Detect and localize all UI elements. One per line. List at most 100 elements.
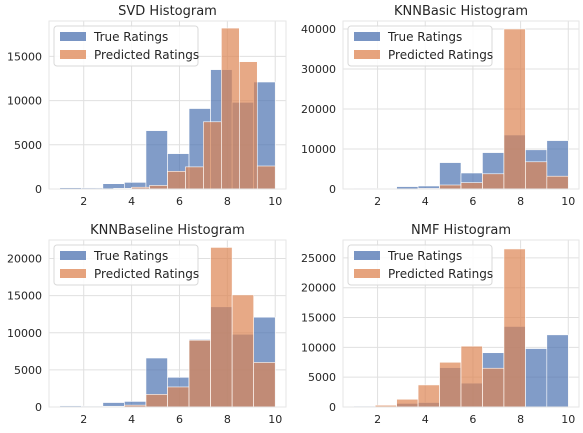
y-tick-label: 20000 [301, 103, 336, 116]
chart-title: KNNBasic Histogram [394, 4, 528, 19]
plot-frame [342, 239, 580, 408]
predicted-ratings-bar [239, 61, 258, 190]
plot-frame [48, 239, 287, 408]
true-ratings-bar [525, 348, 548, 408]
x-tick-label: 6 [469, 195, 476, 208]
legend-box [347, 25, 493, 67]
predicted-ratings-bar [396, 398, 419, 408]
x-tick-label: 10 [268, 413, 282, 426]
legend-swatch [354, 32, 380, 41]
true-ratings-bar [546, 334, 569, 408]
x-tick-label: 8 [517, 195, 524, 208]
predicted-ratings-bar [482, 367, 505, 408]
y-tick-label: 40000 [301, 23, 336, 36]
x-tick-label: 4 [128, 195, 135, 208]
predicted-ratings-bar [439, 361, 462, 408]
legend-label: Predicted Ratings [94, 48, 199, 62]
legend-swatch [60, 251, 86, 260]
predicted-ratings-bar [482, 173, 505, 190]
predicted-ratings-bar [256, 165, 276, 190]
legend-label: True Ratings [387, 30, 462, 44]
x-tick-label: 6 [176, 195, 183, 208]
histogram-panel-3: KNNBaseline Histogram 0 5000 10000 15000 2000… [7, 223, 287, 426]
predicted-ratings-bar [460, 345, 483, 408]
predicted-ratings-bar [503, 248, 526, 408]
y-tick-label: 0 [35, 401, 42, 414]
predicted-ratings-bar [503, 28, 526, 190]
y-tick-label: 0 [35, 183, 42, 196]
y-tick-label: 10000 [7, 95, 42, 108]
y-tick-label: 5000 [308, 371, 336, 384]
legend-label: Predicted Ratings [94, 267, 199, 281]
legend-swatch [60, 50, 86, 59]
chart-title: SVD Histogram [118, 4, 217, 19]
y-tick-label: 20000 [301, 282, 336, 295]
x-tick-label: 2 [374, 413, 381, 426]
predicted-ratings-bar [417, 384, 440, 408]
legend-swatch [60, 269, 86, 278]
histogram-panel-2: KNNBasic Histogram 0 10000 20000 30000 40000 2… [301, 4, 580, 208]
legend-label: True Ratings [387, 249, 462, 263]
y-tick-label: 5000 [14, 139, 42, 152]
chart-title: NMF Histogram [411, 223, 511, 238]
legend-label: Predicted Ratings [388, 48, 493, 62]
predicted-ratings-bar [149, 185, 168, 190]
legend-box [53, 244, 199, 286]
x-tick-label: 10 [268, 195, 282, 208]
x-tick-label: 6 [176, 413, 183, 426]
predicted-ratings-bar [460, 182, 483, 190]
predicted-ratings-bar [203, 121, 222, 190]
predicted-ratings-bar [439, 184, 462, 190]
legend-label: True Ratings [93, 249, 168, 263]
x-tick-label: 8 [224, 413, 231, 426]
x-tick-label: 2 [80, 413, 87, 426]
y-tick-label: 0 [329, 183, 336, 196]
y-tick-label: 5000 [14, 364, 42, 377]
predicted-ratings-bar [546, 175, 569, 190]
y-tick-label: 25000 [301, 252, 336, 265]
y-tick-label: 15000 [7, 290, 42, 303]
x-tick-label: 8 [224, 195, 231, 208]
predicted-ratings-bar [231, 294, 254, 408]
plot-frame [342, 20, 580, 190]
predicted-ratings-bar [145, 394, 168, 408]
x-tick-label: 2 [374, 195, 381, 208]
legend-label: Predicted Ratings [388, 267, 493, 281]
true-ratings-bar [145, 130, 168, 190]
y-tick-label: 0 [329, 401, 336, 414]
y-tick-label: 10000 [7, 327, 42, 340]
histogram-panel-4: NMF Histogram 0 5000 10000 15000 20000 25000 2 4… [301, 223, 580, 426]
y-tick-label: 20000 [7, 253, 42, 266]
legend-label: True Ratings [93, 30, 168, 44]
legend-box [53, 25, 199, 67]
x-tick-label: 2 [80, 195, 87, 208]
predicted-ratings-bar [253, 362, 276, 408]
x-tick-label: 4 [128, 413, 135, 426]
x-tick-label: 10 [561, 413, 575, 426]
x-tick-label: 8 [517, 413, 524, 426]
legend-swatch [60, 32, 86, 41]
predicted-ratings-bar [221, 27, 240, 190]
predicted-ratings-bar [210, 247, 233, 408]
y-tick-label: 10000 [301, 143, 336, 156]
predicted-ratings-bar [188, 339, 211, 408]
predicted-ratings-bar [185, 166, 204, 190]
x-tick-label: 6 [469, 413, 476, 426]
legend-swatch [354, 251, 380, 260]
y-tick-label: 15000 [7, 50, 42, 63]
y-tick-label: 30000 [301, 63, 336, 76]
chart-title: KNNBaseline Histogram [90, 223, 245, 238]
histogram-panel-1: SVD Histogram 0 5000 10000 15000 2 4 6 8 10 True R… [7, 4, 287, 208]
legend-swatch [354, 269, 380, 278]
predicted-ratings-bar [525, 161, 548, 190]
x-tick-label: 4 [422, 413, 429, 426]
y-tick-label: 15000 [301, 312, 336, 325]
x-tick-label: 4 [422, 195, 429, 208]
y-tick-label: 10000 [301, 341, 336, 354]
legend-swatch [354, 50, 380, 59]
predicted-ratings-bar [167, 386, 190, 408]
x-tick-label: 10 [561, 195, 575, 208]
plot-frame [48, 20, 287, 190]
legend-box [347, 244, 493, 286]
